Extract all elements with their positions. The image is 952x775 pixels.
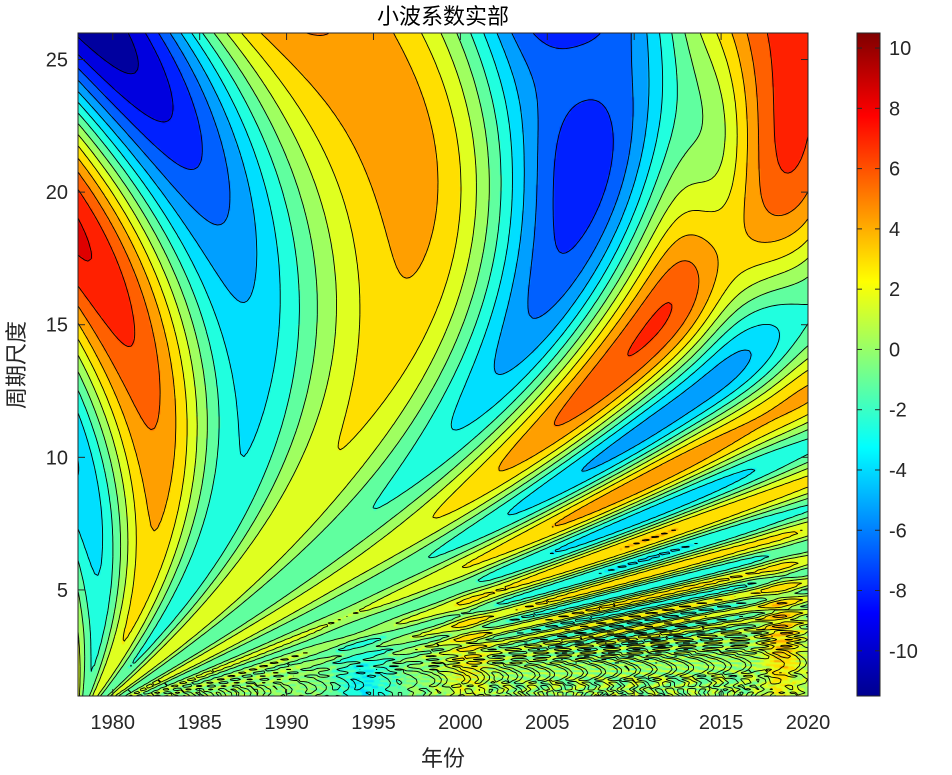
x-axis: 1980 1985 1990 1995 2000 2005 2010 2015 2020 bbox=[91, 33, 831, 734]
colorbar-ticks: 10 8 6 4 2 0 -2 -4 -6 -8 -10 bbox=[857, 38, 918, 663]
contour-lines bbox=[78, 33, 808, 696]
x-tick-label: 2005 bbox=[525, 712, 570, 734]
colorbar-tick-label: 4 bbox=[889, 219, 900, 241]
colorbar-tick-label: -10 bbox=[889, 641, 918, 663]
x-tick-label: 2015 bbox=[699, 712, 744, 734]
x-tick-label: 1990 bbox=[264, 712, 309, 734]
colorbar-tick-label: -6 bbox=[889, 520, 907, 542]
x-tick-label: 2010 bbox=[612, 712, 657, 734]
colorbar-tick-label: 10 bbox=[889, 38, 911, 60]
x-axis-label: 年份 bbox=[421, 747, 465, 772]
x-tick-label: 1985 bbox=[177, 712, 222, 734]
chart-title: 小波系数实部 bbox=[377, 5, 509, 30]
contour-fill bbox=[78, 33, 808, 696]
colorbar-tick-label: -4 bbox=[889, 460, 907, 482]
x-tick-label: 1980 bbox=[91, 712, 136, 734]
colorbar-tick-label: 8 bbox=[889, 98, 900, 120]
contour-plot-area bbox=[78, 33, 808, 696]
y-axis-label: 周期尺度 bbox=[5, 321, 30, 409]
colorbar-tick-label: 0 bbox=[889, 339, 900, 361]
x-tick-label: 2000 bbox=[438, 712, 483, 734]
x-tick-label: 1995 bbox=[351, 712, 396, 734]
colorbar: 10 8 6 4 2 0 -2 -4 -6 -8 -10 bbox=[856, 32, 918, 697]
y-tick-label: 20 bbox=[46, 182, 68, 204]
y-axis: 5 10 15 20 25 bbox=[46, 50, 808, 602]
x-tick-label: 2020 bbox=[786, 712, 831, 734]
y-tick-label: 25 bbox=[46, 50, 68, 72]
y-tick-label: 5 bbox=[57, 580, 68, 602]
colorbar-tick-label: -8 bbox=[889, 581, 907, 603]
colorbar-tick-label: 2 bbox=[889, 279, 900, 301]
colorbar-tick-label: -2 bbox=[889, 400, 907, 422]
y-tick-label: 10 bbox=[46, 447, 68, 469]
contour-line-path bbox=[78, 33, 808, 696]
y-tick-label: 15 bbox=[46, 315, 68, 337]
plot-frame bbox=[77, 32, 809, 697]
colorbar-tick-label: 6 bbox=[889, 159, 900, 181]
colorbar-gradient bbox=[856, 32, 881, 697]
